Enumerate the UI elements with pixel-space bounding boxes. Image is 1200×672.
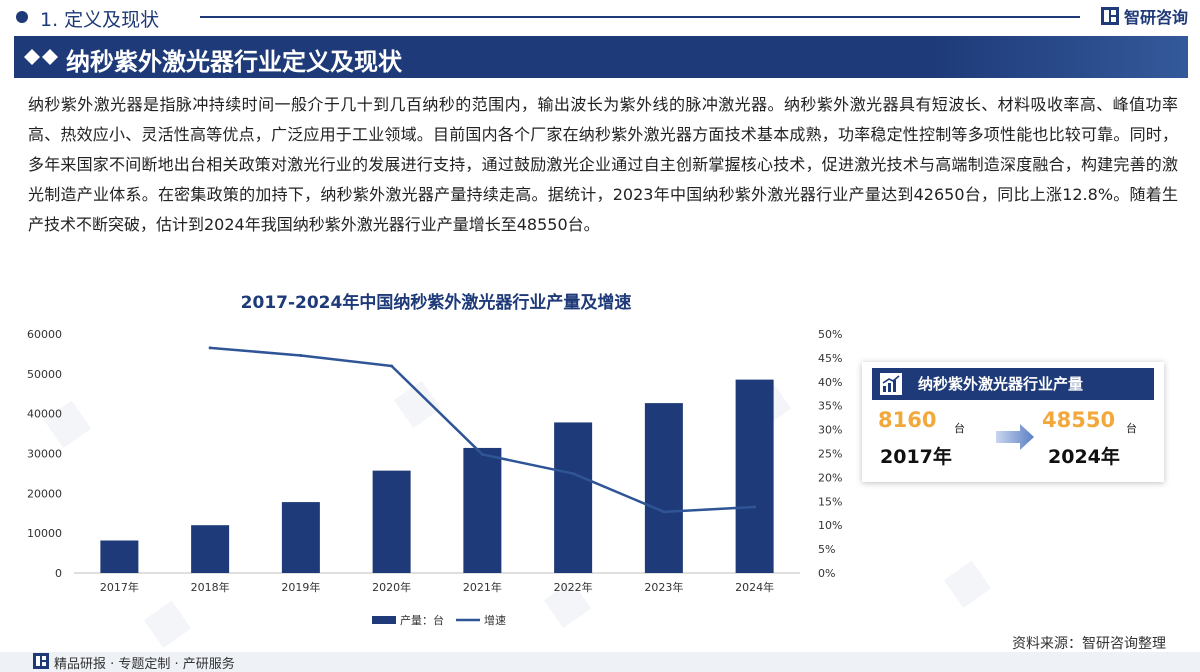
x-tick-label: 2020年	[372, 580, 411, 594]
x-tick-label: 2022年	[554, 580, 593, 594]
start-year: 2017年	[880, 446, 952, 468]
x-tick-label: 2024年	[735, 580, 774, 594]
summary-card: 纳秒紫外激光器行业产量 8160 台 2017年 48550 台 2024年	[862, 362, 1164, 482]
footer-bar	[0, 652, 1200, 672]
right-axis-ticks: 0% 5% 10% 15% 20% 25% 30% 35% 40% 45% 50%	[818, 328, 842, 580]
growth-rate-point	[299, 354, 303, 358]
bar-2022年	[554, 422, 593, 573]
source-note: 资料来源：智研咨询整理	[1012, 636, 1166, 652]
zhiyan-footer-logo-icon	[33, 653, 49, 669]
section-bullet	[16, 11, 28, 23]
growth-rate-point	[662, 510, 666, 514]
left-axis-ticks: 0 10000 20000 30000 40000 50000 60000	[27, 328, 62, 580]
production-growth-chart: 2017-2024年中国纳秒紫外激光器行业产量及增速 0 10000 20000 30…	[27, 292, 842, 627]
chart-legend: 产量：台 增速	[372, 613, 506, 627]
left-axis-tick-label: 40000	[27, 408, 62, 421]
right-axis-tick-label: 0%	[818, 567, 835, 580]
left-axis-tick-label: 0	[55, 567, 62, 580]
bar-2018年	[191, 525, 230, 573]
growth-rate-point	[390, 364, 394, 368]
right-axis-tick-label: 5%	[818, 543, 835, 556]
right-axis-tick-label: 10%	[818, 519, 842, 532]
x-tick-label: 2021年	[463, 580, 502, 594]
left-axis-tick-label: 10000	[27, 527, 62, 540]
end-year: 2024年	[1048, 446, 1120, 468]
brand: 智研咨询	[1100, 4, 1188, 28]
left-axis-tick-label: 50000	[27, 368, 62, 381]
x-tick-label: 2017年	[100, 580, 139, 594]
bar-series	[100, 379, 774, 573]
growth-rate-point	[753, 505, 757, 509]
bar-2019年	[281, 502, 320, 573]
bar-2021年	[463, 447, 502, 573]
x-tick-label: 2018年	[191, 580, 230, 594]
title-banner: 纳秒紫外激光器行业定义及现状	[14, 36, 1188, 78]
footer-tagline: 精品研报 · 专题定制 · 产研服务	[54, 657, 235, 672]
arrow-right-icon	[996, 424, 1034, 450]
intro-paragraph: 纳秒紫外激光器是指脉冲持续时间一般介于几十到几百纳秒的范围内，输出波长为紫外线的…	[28, 95, 1178, 234]
left-axis-tick-label: 30000	[27, 448, 62, 461]
end-unit: 台	[1126, 422, 1137, 435]
right-axis-tick-label: 15%	[818, 495, 842, 508]
right-axis-tick-label: 30%	[818, 424, 842, 437]
legend-line-label: 增速	[484, 613, 506, 627]
x-axis-labels: 2017年 2018年 2019年 2020年 2021年 2022年 2023年 2024年	[100, 580, 774, 594]
right-axis-tick-label: 40%	[818, 376, 842, 389]
end-value: 48550	[1042, 408, 1116, 432]
top-header: 1. 定义及现状 智研咨询	[0, 0, 1200, 34]
bar-chart-icon	[880, 373, 902, 395]
section-title: 1. 定义及现状	[40, 9, 160, 31]
zhiyan-logo-icon	[1100, 7, 1119, 25]
summary-card-title: 纳秒紫外激光器行业产量	[918, 375, 1084, 393]
growth-rate-point	[480, 452, 484, 456]
brand-name: 智研咨询	[1123, 8, 1188, 27]
right-axis-tick-label: 20%	[818, 471, 842, 484]
bar-2017年	[100, 540, 139, 573]
right-axis-tick-label: 35%	[818, 400, 842, 413]
bar-2024年	[735, 379, 774, 573]
page-title: 纳秒紫外激光器行业定义及现状	[66, 48, 402, 76]
growth-rate-point	[208, 346, 212, 350]
line-series	[208, 346, 757, 514]
left-axis-tick-label: 60000	[27, 328, 62, 341]
bar-2020年	[372, 470, 411, 573]
right-axis-tick-label: 45%	[818, 352, 842, 365]
legend-bar-label: 产量：台	[400, 613, 444, 627]
diamond-bullets-icon	[24, 49, 58, 65]
growth-rate-point	[571, 472, 575, 476]
left-axis-tick-label: 20000	[27, 487, 62, 500]
summary-card-header: 纳秒紫外激光器行业产量	[872, 368, 1154, 400]
chart-title: 2017-2024年中国纳秒紫外激光器行业产量及增速	[241, 292, 632, 313]
legend-bar-swatch	[372, 616, 396, 624]
header-divider	[200, 16, 1080, 18]
right-axis-tick-label: 25%	[818, 448, 842, 461]
right-axis-tick-label: 50%	[818, 328, 842, 341]
start-unit: 台	[954, 422, 965, 435]
bar-2023年	[644, 403, 683, 573]
start-value: 8160	[878, 408, 937, 432]
x-tick-label: 2019年	[281, 580, 320, 594]
x-tick-label: 2023年	[644, 580, 683, 594]
